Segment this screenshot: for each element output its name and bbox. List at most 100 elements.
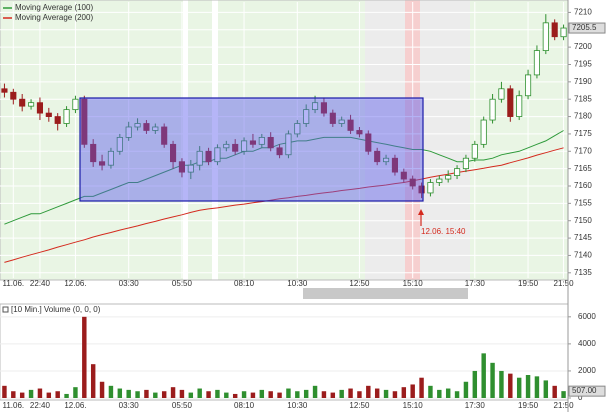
candle-body bbox=[81, 98, 88, 145]
y-tick-label: 7160 bbox=[574, 181, 592, 190]
volume-bar bbox=[277, 392, 282, 398]
volume-bar bbox=[561, 391, 566, 398]
volume-bar bbox=[392, 391, 398, 398]
annotation-label: 12.06. 15:40 bbox=[421, 227, 466, 236]
x-tick-label: 03:30 bbox=[119, 401, 140, 410]
candle-body bbox=[99, 161, 106, 166]
candle-body bbox=[507, 88, 514, 117]
volume-bar bbox=[117, 388, 123, 398]
volume-bar bbox=[534, 376, 540, 398]
volume-bar bbox=[552, 385, 557, 398]
volume-bar bbox=[126, 389, 131, 398]
volume-bar bbox=[490, 362, 495, 398]
volume-bar bbox=[250, 392, 256, 398]
candle-body bbox=[356, 130, 363, 135]
annotation-arrowhead bbox=[418, 209, 424, 215]
volume-bar bbox=[454, 391, 460, 398]
volume-bar bbox=[215, 389, 220, 398]
volume-bar bbox=[481, 353, 486, 398]
x-tick-label: 22:40 bbox=[30, 279, 51, 288]
volume-legend-swatch bbox=[2, 306, 9, 313]
volume-bar bbox=[37, 388, 43, 398]
scrollbar[interactable] bbox=[303, 288, 468, 299]
candle-body bbox=[223, 143, 230, 149]
y-tick-label: 7185 bbox=[574, 94, 592, 103]
x-tick-label: 17:30 bbox=[465, 401, 486, 410]
y-tick-label: 7175 bbox=[574, 129, 592, 138]
candle-body bbox=[427, 182, 434, 194]
candle-body bbox=[196, 150, 203, 166]
candle-body bbox=[72, 98, 79, 111]
candle-body bbox=[498, 88, 505, 100]
candle-body bbox=[285, 133, 292, 156]
candle-body bbox=[63, 109, 70, 124]
candle-body bbox=[374, 150, 381, 163]
volume-bar bbox=[525, 375, 531, 398]
x-tick-label: 12:50 bbox=[349, 279, 370, 288]
volume-bar bbox=[516, 377, 522, 398]
volume-bar bbox=[108, 385, 114, 398]
x-tick-label: 19:50 bbox=[518, 401, 539, 410]
x-tick-label: 08:10 bbox=[234, 279, 255, 288]
y-tick-label: 7150 bbox=[574, 216, 592, 225]
volume-bar bbox=[374, 388, 380, 398]
volume-bar bbox=[19, 392, 25, 398]
volume-bar bbox=[28, 389, 34, 398]
x-tick-label: 10:30 bbox=[287, 401, 308, 410]
candle-body bbox=[205, 150, 212, 163]
x-tick-label: 05:50 bbox=[172, 401, 193, 410]
candle-body bbox=[382, 157, 390, 163]
candle-body bbox=[45, 112, 52, 117]
x-tick-label: 05:50 bbox=[172, 279, 193, 288]
x-tick-label: 12.06. bbox=[64, 279, 86, 288]
candle-body bbox=[232, 143, 239, 152]
volume-bar bbox=[383, 389, 389, 398]
candle-body bbox=[27, 102, 35, 107]
candle-body bbox=[134, 123, 141, 128]
volume-bar bbox=[437, 389, 442, 398]
candle-body bbox=[10, 91, 17, 100]
y-tick-label: 7190 bbox=[574, 77, 592, 86]
volume-bar bbox=[321, 391, 327, 398]
candle-body bbox=[471, 143, 478, 159]
candle-body bbox=[143, 123, 150, 131]
candle-body bbox=[303, 109, 310, 124]
volume-bar bbox=[366, 385, 371, 398]
candle-body bbox=[462, 157, 469, 170]
volume-bar bbox=[170, 387, 176, 398]
candle-body bbox=[338, 119, 345, 124]
candle-body bbox=[240, 140, 248, 152]
volume-bar bbox=[428, 385, 433, 398]
candle-body bbox=[36, 102, 44, 114]
x-tick-label: 08:10 bbox=[234, 401, 255, 410]
candle-body bbox=[525, 74, 532, 97]
volume-bar bbox=[179, 389, 185, 398]
x-tick-label: 17:30 bbox=[465, 279, 486, 288]
x-tick-label: 03:30 bbox=[119, 279, 140, 288]
candle-body bbox=[125, 126, 132, 138]
candle-body bbox=[551, 22, 558, 38]
volume-bar bbox=[312, 385, 318, 398]
candle-body bbox=[1, 88, 8, 93]
volume-bar bbox=[268, 391, 273, 398]
candle-body bbox=[116, 136, 123, 152]
volume-bar bbox=[259, 389, 265, 398]
y-tick-label: 7210 bbox=[574, 8, 592, 17]
x-tick-label: 11.06. bbox=[2, 401, 24, 410]
candle-body bbox=[418, 185, 425, 194]
candle-body bbox=[258, 136, 265, 145]
volume-bar bbox=[303, 389, 309, 398]
candle-body bbox=[294, 123, 301, 135]
candle-body bbox=[19, 98, 26, 107]
candle-body bbox=[320, 102, 327, 114]
volume-bar bbox=[11, 391, 16, 398]
volume-bar bbox=[197, 388, 202, 398]
range-box bbox=[79, 97, 424, 202]
candle-body bbox=[542, 22, 549, 52]
volume-bar bbox=[508, 373, 513, 398]
x-tick-label: 21:50 bbox=[554, 401, 575, 410]
y-tick-label: 6000 bbox=[578, 312, 596, 321]
volume-bar bbox=[348, 388, 353, 398]
volume-bar bbox=[46, 392, 52, 398]
